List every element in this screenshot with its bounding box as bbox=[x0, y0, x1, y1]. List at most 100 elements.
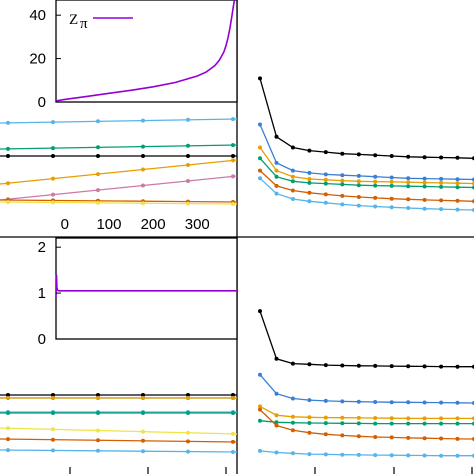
data-point bbox=[406, 400, 411, 405]
data-point bbox=[290, 420, 295, 425]
data-point bbox=[323, 421, 328, 426]
x-tick-label: 300 bbox=[185, 216, 210, 233]
data-point bbox=[274, 356, 279, 361]
data-point bbox=[186, 396, 190, 400]
data-point bbox=[51, 411, 55, 415]
data-point bbox=[340, 421, 345, 426]
data-point bbox=[258, 404, 262, 409]
data-point bbox=[373, 174, 378, 179]
data-point bbox=[51, 396, 55, 400]
series-line bbox=[259, 147, 474, 185]
series-line bbox=[0, 199, 237, 203]
data-point bbox=[258, 309, 262, 314]
data-point bbox=[340, 415, 345, 420]
data-point bbox=[96, 119, 100, 124]
data-point bbox=[406, 206, 411, 210]
data-point bbox=[186, 449, 190, 454]
data-point bbox=[439, 364, 444, 369]
data-point bbox=[455, 185, 460, 190]
data-point bbox=[274, 420, 279, 425]
data-point bbox=[51, 154, 55, 158]
data-point bbox=[231, 411, 235, 415]
data-point bbox=[231, 439, 235, 444]
series-line bbox=[259, 420, 474, 425]
data-point bbox=[231, 117, 235, 122]
series-line bbox=[0, 118, 237, 124]
data-point bbox=[406, 435, 411, 440]
data-point bbox=[406, 180, 411, 185]
data-point bbox=[258, 156, 262, 161]
data-point bbox=[274, 391, 279, 396]
data-point bbox=[307, 148, 312, 153]
data-point bbox=[422, 197, 427, 202]
data-point bbox=[51, 176, 55, 181]
series-line bbox=[259, 170, 474, 202]
series-line bbox=[0, 159, 237, 185]
data-point bbox=[340, 182, 345, 187]
data-point bbox=[356, 415, 361, 420]
data-point bbox=[141, 154, 145, 158]
data-point bbox=[422, 180, 427, 185]
series-line bbox=[259, 157, 474, 189]
data-point bbox=[389, 453, 394, 458]
data-point bbox=[51, 427, 55, 432]
data-point bbox=[389, 205, 394, 210]
chart-panel-0 bbox=[0, 117, 237, 206]
data-point bbox=[231, 393, 235, 397]
data-point bbox=[455, 436, 460, 441]
data-point bbox=[307, 177, 312, 181]
data-point bbox=[356, 421, 361, 426]
series-line bbox=[259, 177, 474, 211]
data-point bbox=[186, 201, 190, 206]
data-point bbox=[307, 398, 312, 403]
data-point bbox=[96, 396, 100, 400]
data-point bbox=[290, 179, 295, 184]
data-point bbox=[307, 199, 312, 204]
data-point bbox=[274, 413, 279, 418]
data-point bbox=[274, 183, 279, 188]
data-point bbox=[51, 192, 55, 197]
data-point bbox=[51, 200, 55, 205]
data-point bbox=[373, 153, 378, 158]
data-point bbox=[356, 363, 361, 368]
data-point bbox=[356, 183, 361, 188]
data-point bbox=[323, 200, 328, 205]
data-point bbox=[258, 418, 262, 423]
data-point bbox=[231, 431, 235, 436]
data-point bbox=[274, 134, 279, 139]
data-point bbox=[455, 198, 460, 203]
data-point bbox=[290, 174, 295, 179]
x-tick-label: 200 bbox=[141, 216, 166, 233]
data-point bbox=[258, 122, 262, 127]
data-point bbox=[356, 434, 361, 439]
x-tick-label: 0 bbox=[61, 216, 69, 233]
series-line bbox=[259, 450, 474, 457]
y-tick-label: 40 bbox=[29, 7, 46, 24]
data-point bbox=[141, 429, 145, 434]
data-point bbox=[439, 207, 444, 212]
data-point bbox=[290, 451, 295, 456]
data-point bbox=[6, 411, 10, 415]
legend-label: Z bbox=[69, 12, 78, 28]
series-line bbox=[259, 409, 474, 440]
data-point bbox=[422, 364, 427, 369]
series-line bbox=[0, 438, 237, 443]
series-line bbox=[259, 78, 474, 159]
data-point bbox=[439, 184, 444, 189]
data-point bbox=[6, 154, 10, 158]
data-point bbox=[406, 453, 411, 458]
data-point bbox=[422, 436, 427, 441]
y-tick-label: 2 bbox=[38, 239, 46, 256]
series-line bbox=[259, 405, 474, 420]
data-point bbox=[340, 202, 345, 207]
data-point bbox=[323, 192, 328, 197]
data-point bbox=[323, 415, 328, 420]
chart-panels: 0 20 40 0 100 200 300 Z π 0 1 2 bbox=[0, 0, 474, 458]
data-point bbox=[186, 154, 190, 158]
data-point bbox=[290, 145, 295, 150]
data-point bbox=[274, 450, 279, 455]
data-point bbox=[6, 437, 10, 442]
series-line bbox=[55, 0, 236, 102]
data-point bbox=[186, 439, 190, 444]
data-point bbox=[422, 416, 427, 421]
